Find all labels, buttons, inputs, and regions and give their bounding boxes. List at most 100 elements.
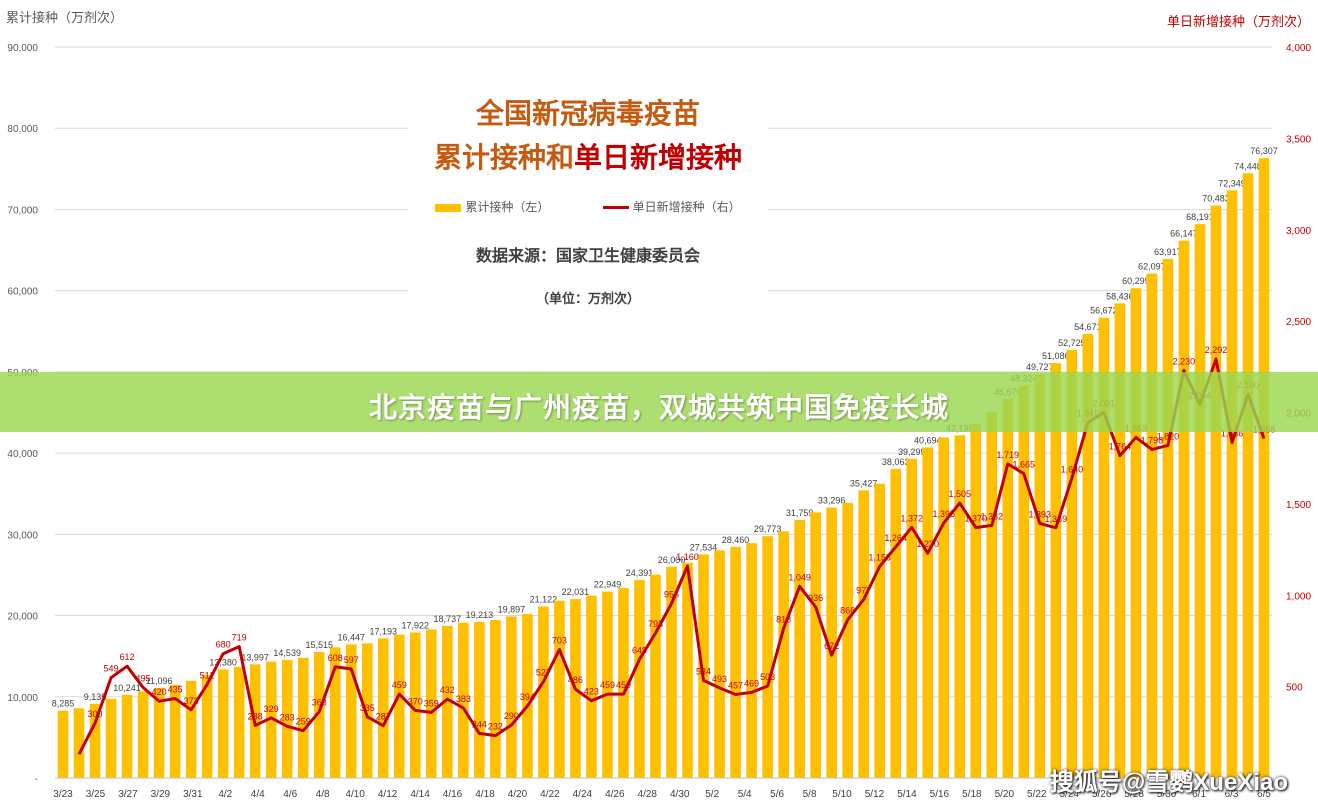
x-tick-label: 5/14 xyxy=(897,789,917,800)
line-data-label: 288 xyxy=(248,711,263,721)
bar xyxy=(986,412,998,778)
x-tick-label: 5/4 xyxy=(738,789,752,800)
bar xyxy=(1210,205,1222,778)
bar xyxy=(361,643,373,778)
bar xyxy=(393,634,405,778)
x-tick-label: 3/23 xyxy=(53,789,73,800)
bar xyxy=(217,669,229,778)
bar xyxy=(1002,398,1014,778)
line-data-label: 1,640 xyxy=(1061,464,1084,474)
watermark: 搜狐号@雪鹦XueXiao xyxy=(1049,769,1288,796)
bar-data-label: 52,725 xyxy=(1058,338,1086,348)
x-tick-label: 4/16 xyxy=(443,789,463,800)
bar xyxy=(538,606,549,778)
bar-data-label: 56,672 xyxy=(1090,306,1118,316)
headline-text: 北京疫苗与广州疫苗，双城共筑中国免疫长城 xyxy=(368,392,949,423)
line-data-label: 977 xyxy=(856,585,871,595)
bar-series: 8,285 9,135 10,241 11,096 13,380 13,997 14,539… xyxy=(52,146,1278,779)
bar xyxy=(714,550,725,778)
line-data-label: 608 xyxy=(328,653,343,663)
x-tick-label: 5/24 xyxy=(1060,789,1080,800)
line-data-label: 866 xyxy=(840,606,855,616)
line-data-label: 420 xyxy=(152,687,167,697)
bar xyxy=(1098,317,1110,778)
bar xyxy=(89,703,101,778)
bar xyxy=(634,579,645,778)
x-tick-label: 4/12 xyxy=(378,789,398,800)
bar xyxy=(281,659,293,778)
bar-data-label: 21,122 xyxy=(530,594,558,604)
line-data-label: 1,160 xyxy=(676,552,699,562)
bar-data-label: 39,299 xyxy=(898,447,926,457)
chart-title-line2: 累计接种和单日新增接种 xyxy=(408,136,768,176)
bar xyxy=(586,595,597,778)
x-tick-label: 4/28 xyxy=(638,789,658,800)
bar-data-label: 15,515 xyxy=(305,640,333,650)
left-axis-title: 累计接种（万剂次） xyxy=(6,10,123,25)
left-tick-label: 70,000 xyxy=(7,205,38,216)
line-data-label: 370 xyxy=(408,696,423,706)
bar xyxy=(297,657,309,778)
line-data-label: 1,372 xyxy=(900,513,923,523)
line-data-label: 493 xyxy=(712,674,727,684)
x-tick-label: 5/20 xyxy=(995,789,1015,800)
line-data-label: 503 xyxy=(760,672,775,682)
x-tick-label: 3/29 xyxy=(151,789,171,800)
bar-data-label: 24,391 xyxy=(626,568,654,578)
bar-data-label: 19,897 xyxy=(498,604,526,614)
bar xyxy=(377,638,389,778)
bar xyxy=(1114,303,1126,778)
line-data-label: 459 xyxy=(392,680,407,690)
line-data-label: 1,764 xyxy=(1109,442,1132,452)
bar xyxy=(666,566,677,778)
line-data-label: 549 xyxy=(104,664,119,674)
line-data-label: 469 xyxy=(744,678,759,688)
bar-data-label: 22,949 xyxy=(594,580,622,590)
bar-data-label: 14,539 xyxy=(273,648,301,658)
bar xyxy=(906,458,917,778)
bar-data-label: 66,147 xyxy=(1170,229,1198,239)
legend-line-label: 单日新增接种（右） xyxy=(632,200,741,214)
daily-line xyxy=(77,357,1266,755)
bar-data-label: 63,917 xyxy=(1154,247,1182,257)
bar-data-label: 13,997 xyxy=(241,652,269,662)
x-tick-label: 5/2 xyxy=(705,789,719,800)
headline-banner: 北京疫苗与广州疫苗，双城共筑中国免疫长城 xyxy=(0,372,1318,432)
line-data-label: 2,230 xyxy=(1173,356,1196,366)
bar-data-label: 28,460 xyxy=(722,535,750,545)
line-data-label: 373 xyxy=(184,696,199,706)
bar xyxy=(458,622,469,778)
bar-data-label: 27,534 xyxy=(690,542,718,552)
bar-data-label: 58,436 xyxy=(1106,291,1134,301)
bar-data-label: 62,097 xyxy=(1138,262,1166,272)
bar xyxy=(233,666,245,778)
bar xyxy=(265,661,277,778)
x-tick-label: 4/30 xyxy=(670,789,690,800)
bar xyxy=(442,625,453,778)
bar xyxy=(746,543,757,778)
line-data-label: 649 xyxy=(632,645,647,655)
line-data-label: 527 xyxy=(536,668,551,678)
bar xyxy=(874,483,885,778)
bar xyxy=(794,520,805,778)
bar-data-label: 8,285 xyxy=(52,699,75,709)
bar-data-label: 72,349 xyxy=(1218,178,1246,188)
line-data-label: 534 xyxy=(696,666,711,676)
right-tick-label: 4,000 xyxy=(1286,43,1311,54)
x-tick-label: 6/3 xyxy=(1225,789,1239,800)
line-data-label: 1,370 xyxy=(964,514,987,524)
x-tick-label: 5/6 xyxy=(770,789,784,800)
bar xyxy=(105,698,117,778)
x-tick-label: 3/27 xyxy=(118,789,138,800)
bar xyxy=(970,423,982,778)
right-axis-title: 单日新增接种（万剂次） xyxy=(1167,14,1310,29)
left-tick-label: 90,000 xyxy=(7,43,38,54)
bar-data-label: 13,380 xyxy=(209,657,237,667)
line-data-label: 335 xyxy=(360,703,375,713)
x-tick-label: 5/26 xyxy=(1092,789,1112,800)
line-data-label: 359 xyxy=(424,698,439,708)
bar-data-label: 10,241 xyxy=(113,683,141,693)
line-data-label: 459 xyxy=(616,680,631,690)
bar xyxy=(426,629,437,778)
